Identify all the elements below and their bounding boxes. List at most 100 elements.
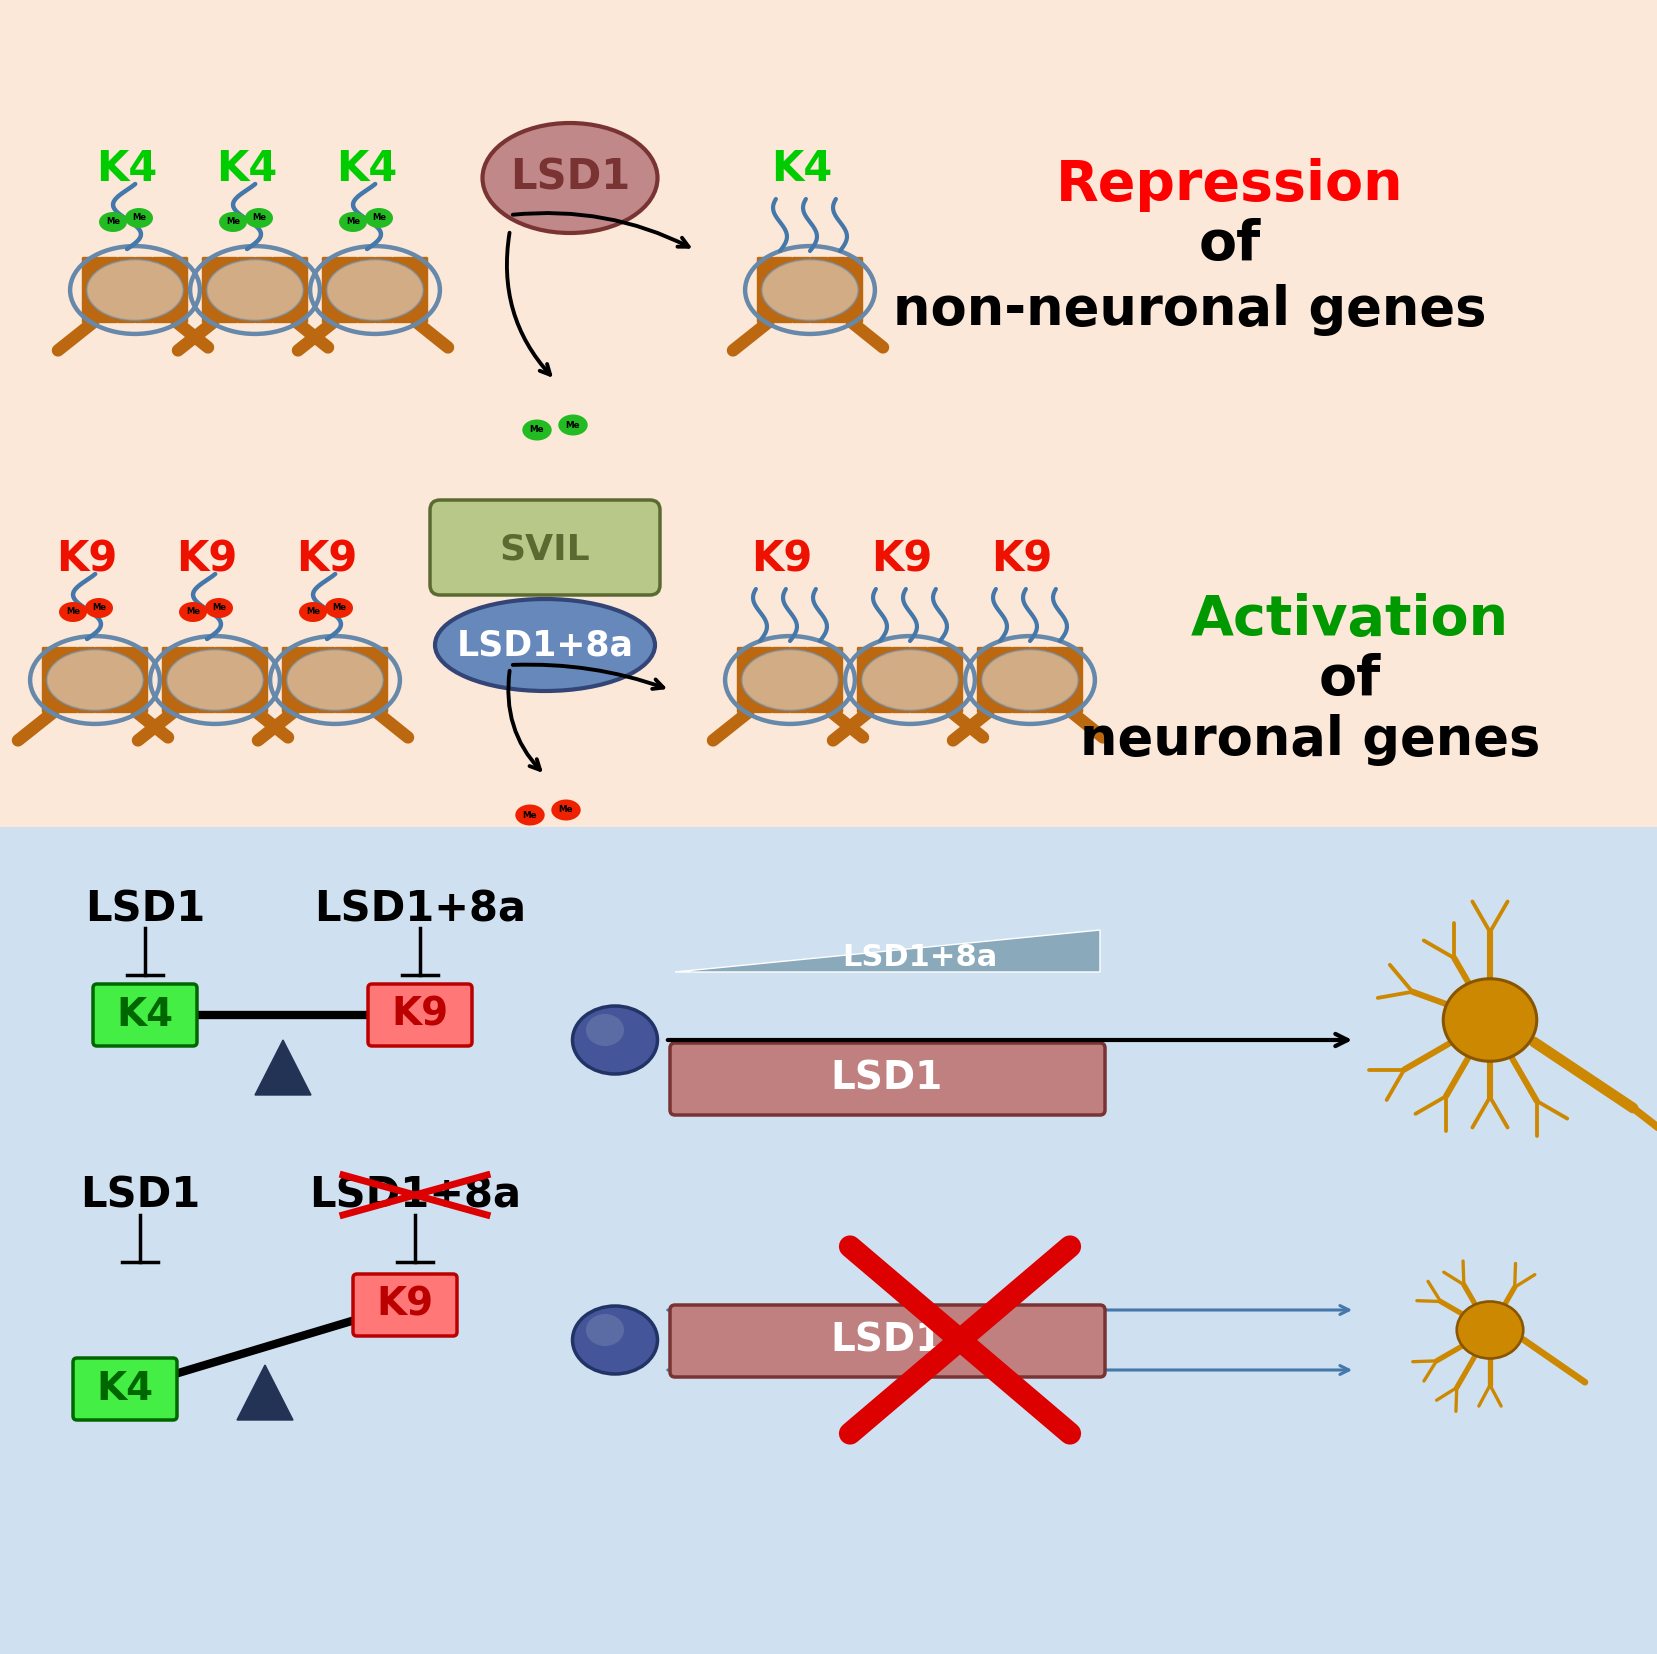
- FancyBboxPatch shape: [994, 647, 1012, 713]
- Ellipse shape: [325, 599, 353, 619]
- Ellipse shape: [558, 415, 587, 435]
- Text: Me: Me: [530, 425, 543, 435]
- Text: Me: Me: [307, 607, 320, 617]
- Text: Me: Me: [522, 810, 537, 819]
- FancyBboxPatch shape: [300, 647, 318, 713]
- Text: K4: K4: [217, 147, 277, 190]
- FancyBboxPatch shape: [669, 1305, 1104, 1378]
- Ellipse shape: [124, 208, 152, 228]
- Text: Me: Me: [66, 607, 80, 617]
- Text: LSD1+8a: LSD1+8a: [456, 629, 633, 662]
- FancyBboxPatch shape: [873, 647, 891, 713]
- FancyBboxPatch shape: [232, 647, 250, 713]
- Polygon shape: [255, 1040, 312, 1095]
- Ellipse shape: [572, 1006, 658, 1073]
- FancyBboxPatch shape: [1047, 647, 1065, 713]
- FancyBboxPatch shape: [944, 647, 963, 713]
- Text: K9: K9: [297, 538, 358, 581]
- Text: LSD1+8a: LSD1+8a: [313, 888, 525, 931]
- FancyBboxPatch shape: [202, 256, 220, 323]
- FancyBboxPatch shape: [926, 647, 944, 713]
- FancyBboxPatch shape: [807, 647, 825, 713]
- Text: Me: Me: [331, 604, 346, 612]
- Polygon shape: [237, 1365, 293, 1421]
- Text: of: of: [1198, 218, 1261, 271]
- FancyBboxPatch shape: [824, 647, 843, 713]
- FancyBboxPatch shape: [335, 647, 353, 713]
- Ellipse shape: [338, 212, 366, 232]
- FancyBboxPatch shape: [316, 647, 335, 713]
- FancyBboxPatch shape: [76, 647, 96, 713]
- Text: SVIL: SVIL: [499, 533, 590, 567]
- FancyBboxPatch shape: [282, 647, 300, 713]
- FancyBboxPatch shape: [827, 256, 845, 323]
- FancyBboxPatch shape: [113, 647, 131, 713]
- Text: Me: Me: [212, 604, 225, 612]
- FancyBboxPatch shape: [356, 256, 374, 323]
- FancyBboxPatch shape: [736, 647, 754, 713]
- FancyBboxPatch shape: [81, 256, 99, 323]
- FancyBboxPatch shape: [1064, 647, 1082, 713]
- Ellipse shape: [99, 212, 128, 232]
- FancyBboxPatch shape: [772, 647, 790, 713]
- FancyBboxPatch shape: [152, 256, 171, 323]
- FancyBboxPatch shape: [321, 256, 340, 323]
- FancyBboxPatch shape: [368, 984, 472, 1045]
- Text: Me: Me: [186, 607, 200, 617]
- Ellipse shape: [585, 1014, 623, 1045]
- Text: Me: Me: [106, 217, 119, 227]
- FancyBboxPatch shape: [219, 256, 237, 323]
- Text: K9: K9: [391, 996, 449, 1034]
- Text: LSD1: LSD1: [830, 1060, 943, 1098]
- Ellipse shape: [482, 122, 658, 233]
- Ellipse shape: [515, 804, 545, 825]
- Text: K9: K9: [376, 1287, 432, 1323]
- FancyBboxPatch shape: [272, 256, 290, 323]
- FancyBboxPatch shape: [73, 1358, 177, 1421]
- Text: Activation: Activation: [1190, 594, 1508, 647]
- FancyBboxPatch shape: [214, 647, 234, 713]
- Ellipse shape: [179, 602, 207, 622]
- Text: Me: Me: [558, 805, 573, 814]
- FancyBboxPatch shape: [891, 647, 910, 713]
- Text: LSD1: LSD1: [80, 1174, 200, 1216]
- FancyBboxPatch shape: [370, 647, 388, 713]
- Text: K4: K4: [771, 147, 832, 190]
- Text: Me: Me: [225, 217, 240, 227]
- FancyBboxPatch shape: [129, 647, 147, 713]
- Text: Me: Me: [346, 217, 360, 227]
- Ellipse shape: [46, 650, 143, 711]
- FancyBboxPatch shape: [93, 984, 197, 1045]
- FancyBboxPatch shape: [290, 256, 308, 323]
- FancyBboxPatch shape: [669, 1044, 1104, 1115]
- Ellipse shape: [522, 420, 552, 440]
- Ellipse shape: [434, 599, 655, 691]
- FancyBboxPatch shape: [197, 647, 215, 713]
- Ellipse shape: [219, 212, 247, 232]
- Ellipse shape: [741, 650, 838, 711]
- Ellipse shape: [572, 1307, 658, 1374]
- FancyBboxPatch shape: [374, 256, 393, 323]
- FancyBboxPatch shape: [857, 647, 875, 713]
- Ellipse shape: [1457, 1302, 1523, 1358]
- Text: K9: K9: [991, 538, 1052, 581]
- FancyBboxPatch shape: [1011, 647, 1029, 713]
- Bar: [0, 0, 1657, 827]
- FancyBboxPatch shape: [250, 647, 268, 713]
- Text: LSD1: LSD1: [510, 157, 630, 198]
- Text: LSD1: LSD1: [85, 888, 205, 931]
- FancyBboxPatch shape: [41, 647, 60, 713]
- Ellipse shape: [287, 650, 383, 711]
- FancyBboxPatch shape: [789, 647, 807, 713]
- Ellipse shape: [298, 602, 326, 622]
- Text: Me: Me: [91, 604, 106, 612]
- Ellipse shape: [552, 799, 580, 820]
- Text: Repression: Repression: [1056, 159, 1403, 212]
- FancyBboxPatch shape: [809, 256, 827, 323]
- Text: LSD1: LSD1: [830, 1322, 943, 1360]
- FancyBboxPatch shape: [99, 256, 118, 323]
- FancyBboxPatch shape: [237, 256, 255, 323]
- Ellipse shape: [585, 1313, 623, 1346]
- Text: LSD1+8a: LSD1+8a: [308, 1174, 520, 1216]
- Bar: [0, 827, 1657, 1654]
